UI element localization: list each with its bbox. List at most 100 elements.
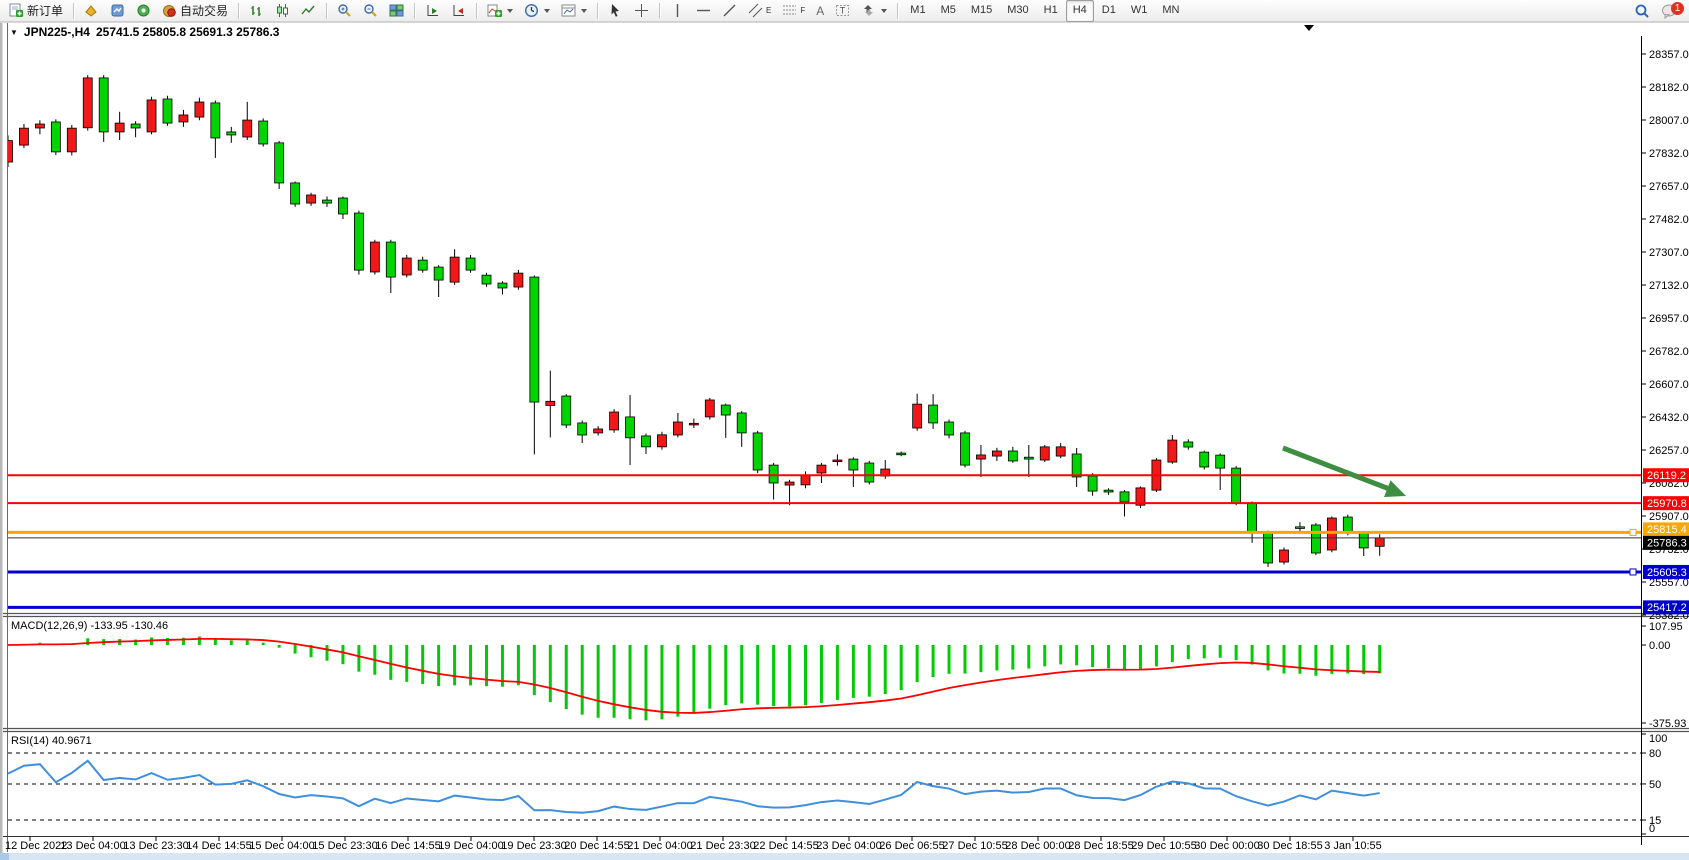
svg-text:T: T — [840, 6, 846, 16]
svg-text:26607.0: 26607.0 — [1649, 379, 1689, 391]
level-line-25970.8[interactable]: 25970.8 — [8, 496, 1689, 511]
toolbar-separator — [238, 2, 240, 19]
svg-text:26782.0: 26782.0 — [1649, 346, 1689, 358]
svg-text:13 Dec 23:30: 13 Dec 23:30 — [123, 840, 188, 852]
symbol-dropdown-icon[interactable]: ▼ — [10, 27, 18, 37]
timeframe-m1[interactable]: M1 — [910, 3, 926, 16]
svg-text:50: 50 — [1649, 779, 1661, 791]
timeframe-mn[interactable]: MN — [1162, 3, 1180, 16]
line-chart-icon — [301, 3, 316, 18]
svg-text:27832.0: 27832.0 — [1649, 148, 1689, 160]
zoom-out-button[interactable] — [358, 0, 383, 22]
svg-text:26957.0: 26957.0 — [1649, 313, 1689, 325]
svg-text:26432.0: 26432.0 — [1649, 412, 1689, 424]
svg-text:100: 100 — [1649, 733, 1667, 745]
svg-text:30 Dec 18:55: 30 Dec 18:55 — [1257, 840, 1322, 852]
templates-button[interactable] — [556, 0, 592, 22]
timeframe-d1[interactable]: D1 — [1101, 3, 1116, 16]
auto-trading-button[interactable]: 自动交易 — [157, 0, 233, 22]
timeframe-w1[interactable]: W1 — [1130, 3, 1148, 16]
svg-text:28357.0: 28357.0 — [1649, 49, 1689, 61]
new-order-button[interactable]: 新订单 — [4, 0, 68, 22]
tile-windows-button[interactable] — [384, 0, 409, 22]
zoom-out-icon — [363, 3, 378, 18]
text-tool-button[interactable]: A — [811, 0, 829, 22]
trendline-tool-button[interactable] — [717, 0, 742, 22]
channel-tool-letter: E — [766, 6, 772, 15]
candles-layer — [8, 75, 1385, 567]
vertical-line-icon — [670, 3, 685, 18]
tile-windows-icon — [389, 3, 404, 18]
trend-arrow-annotation[interactable] — [1282, 445, 1406, 498]
chevron-down-icon — [881, 8, 888, 13]
macd-signal-line — [7, 637, 1380, 714]
fibonacci-tool-button[interactable]: F — [777, 0, 810, 22]
level-line-25605.3[interactable]: 25605.3 — [8, 564, 1689, 579]
svg-text:27482.0: 27482.0 — [1649, 214, 1689, 226]
timeframe-h4[interactable]: H4 — [1065, 0, 1094, 22]
indicators-button[interactable] — [482, 0, 518, 22]
svg-text:13 Dec 04:00: 13 Dec 04:00 — [60, 840, 125, 852]
toolbar-separator — [597, 2, 599, 19]
toolbar-separator — [897, 2, 899, 19]
svg-text:25786.3: 25786.3 — [1647, 538, 1687, 550]
chart-ohlc-readout: 25741.5 25805.8 25691.3 25786.3 — [95, 25, 280, 39]
periods-button[interactable] — [519, 0, 555, 22]
level-line-26119.2[interactable]: 26119.2 — [8, 468, 1689, 483]
arrows-tool-button[interactable] — [856, 0, 892, 22]
svg-text:28 Dec 00:00: 28 Dec 00:00 — [1005, 840, 1070, 852]
crosshair-tool-button[interactable] — [629, 0, 654, 22]
window-left-border — [0, 22, 3, 860]
level-line-25815.4[interactable]: 25815.4 — [8, 522, 1689, 537]
candlestick-mode-button[interactable] — [270, 0, 295, 22]
level-line-25417.2[interactable]: 25417.2 — [8, 600, 1689, 615]
indicators-icon — [487, 3, 503, 18]
charts-profile-button[interactable] — [79, 0, 104, 22]
channel-tool-button[interactable]: E — [743, 0, 776, 22]
svg-text:-375.93: -375.93 — [1649, 718, 1686, 730]
chevron-down-icon — [544, 8, 551, 13]
svg-text:0: 0 — [1649, 823, 1655, 835]
bar-chart-mode-button[interactable] — [244, 0, 269, 22]
svg-text:23 Dec 04:00: 23 Dec 04:00 — [816, 840, 881, 852]
auto-trading-label: 自动交易 — [180, 4, 229, 18]
label-tool-icon: T — [835, 3, 850, 18]
profile-icon — [84, 3, 99, 18]
auto-scroll-button[interactable] — [420, 0, 445, 22]
timeframe-m15[interactable]: M15 — [970, 3, 993, 16]
svg-text:22 Dec 14:55: 22 Dec 14:55 — [753, 840, 818, 852]
timeframe-m30[interactable]: M30 — [1007, 3, 1029, 16]
cursor-tool-button[interactable] — [603, 0, 628, 22]
horizontal-scrollbar[interactable] — [0, 853, 1689, 860]
cursor-icon — [608, 3, 623, 18]
chat-button[interactable]: 1 — [1656, 0, 1685, 22]
toolbar-separator — [326, 2, 328, 19]
data-feed-button[interactable] — [131, 0, 156, 22]
svg-text:27 Dec 10:55: 27 Dec 10:55 — [942, 840, 1007, 852]
chart-shift-button[interactable] — [446, 0, 471, 22]
bid-price-label: 25786.3 — [1643, 535, 1689, 550]
zoom-in-button[interactable] — [332, 0, 357, 22]
horizontal-line-tool-button[interactable] — [691, 0, 716, 22]
timeframe-h1[interactable]: H1 — [1043, 3, 1058, 16]
new-order-label: 新订单 — [27, 4, 64, 18]
svg-text:12 Dec 2022: 12 Dec 2022 — [5, 840, 67, 852]
market-watch-button[interactable] — [105, 0, 130, 22]
price-axis[interactable]: 28357.0 28182.0 28007.0 27832.0 27657.0 27482… — [1641, 36, 1689, 845]
new-order-icon — [9, 3, 24, 18]
timeframe-m5[interactable]: M5 — [940, 3, 956, 16]
auto-scroll-icon — [425, 3, 440, 18]
search-button[interactable] — [1629, 0, 1655, 22]
svg-text:25605.3: 25605.3 — [1647, 567, 1687, 579]
svg-text:21 Dec 23:30: 21 Dec 23:30 — [690, 840, 755, 852]
macd-label: MACD(12,26,9) -133.95 -130.46 — [11, 620, 168, 632]
vertical-line-tool-button[interactable] — [665, 0, 690, 22]
line-chart-mode-button[interactable] — [296, 0, 321, 22]
svg-text:15 Dec 23:30: 15 Dec 23:30 — [312, 840, 377, 852]
svg-text:26119.2: 26119.2 — [1647, 470, 1686, 482]
label-tool-button[interactable]: T — [830, 0, 855, 22]
svg-text:3 Jan 10:55: 3 Jan 10:55 — [1324, 840, 1382, 852]
trendline-icon — [722, 3, 737, 18]
